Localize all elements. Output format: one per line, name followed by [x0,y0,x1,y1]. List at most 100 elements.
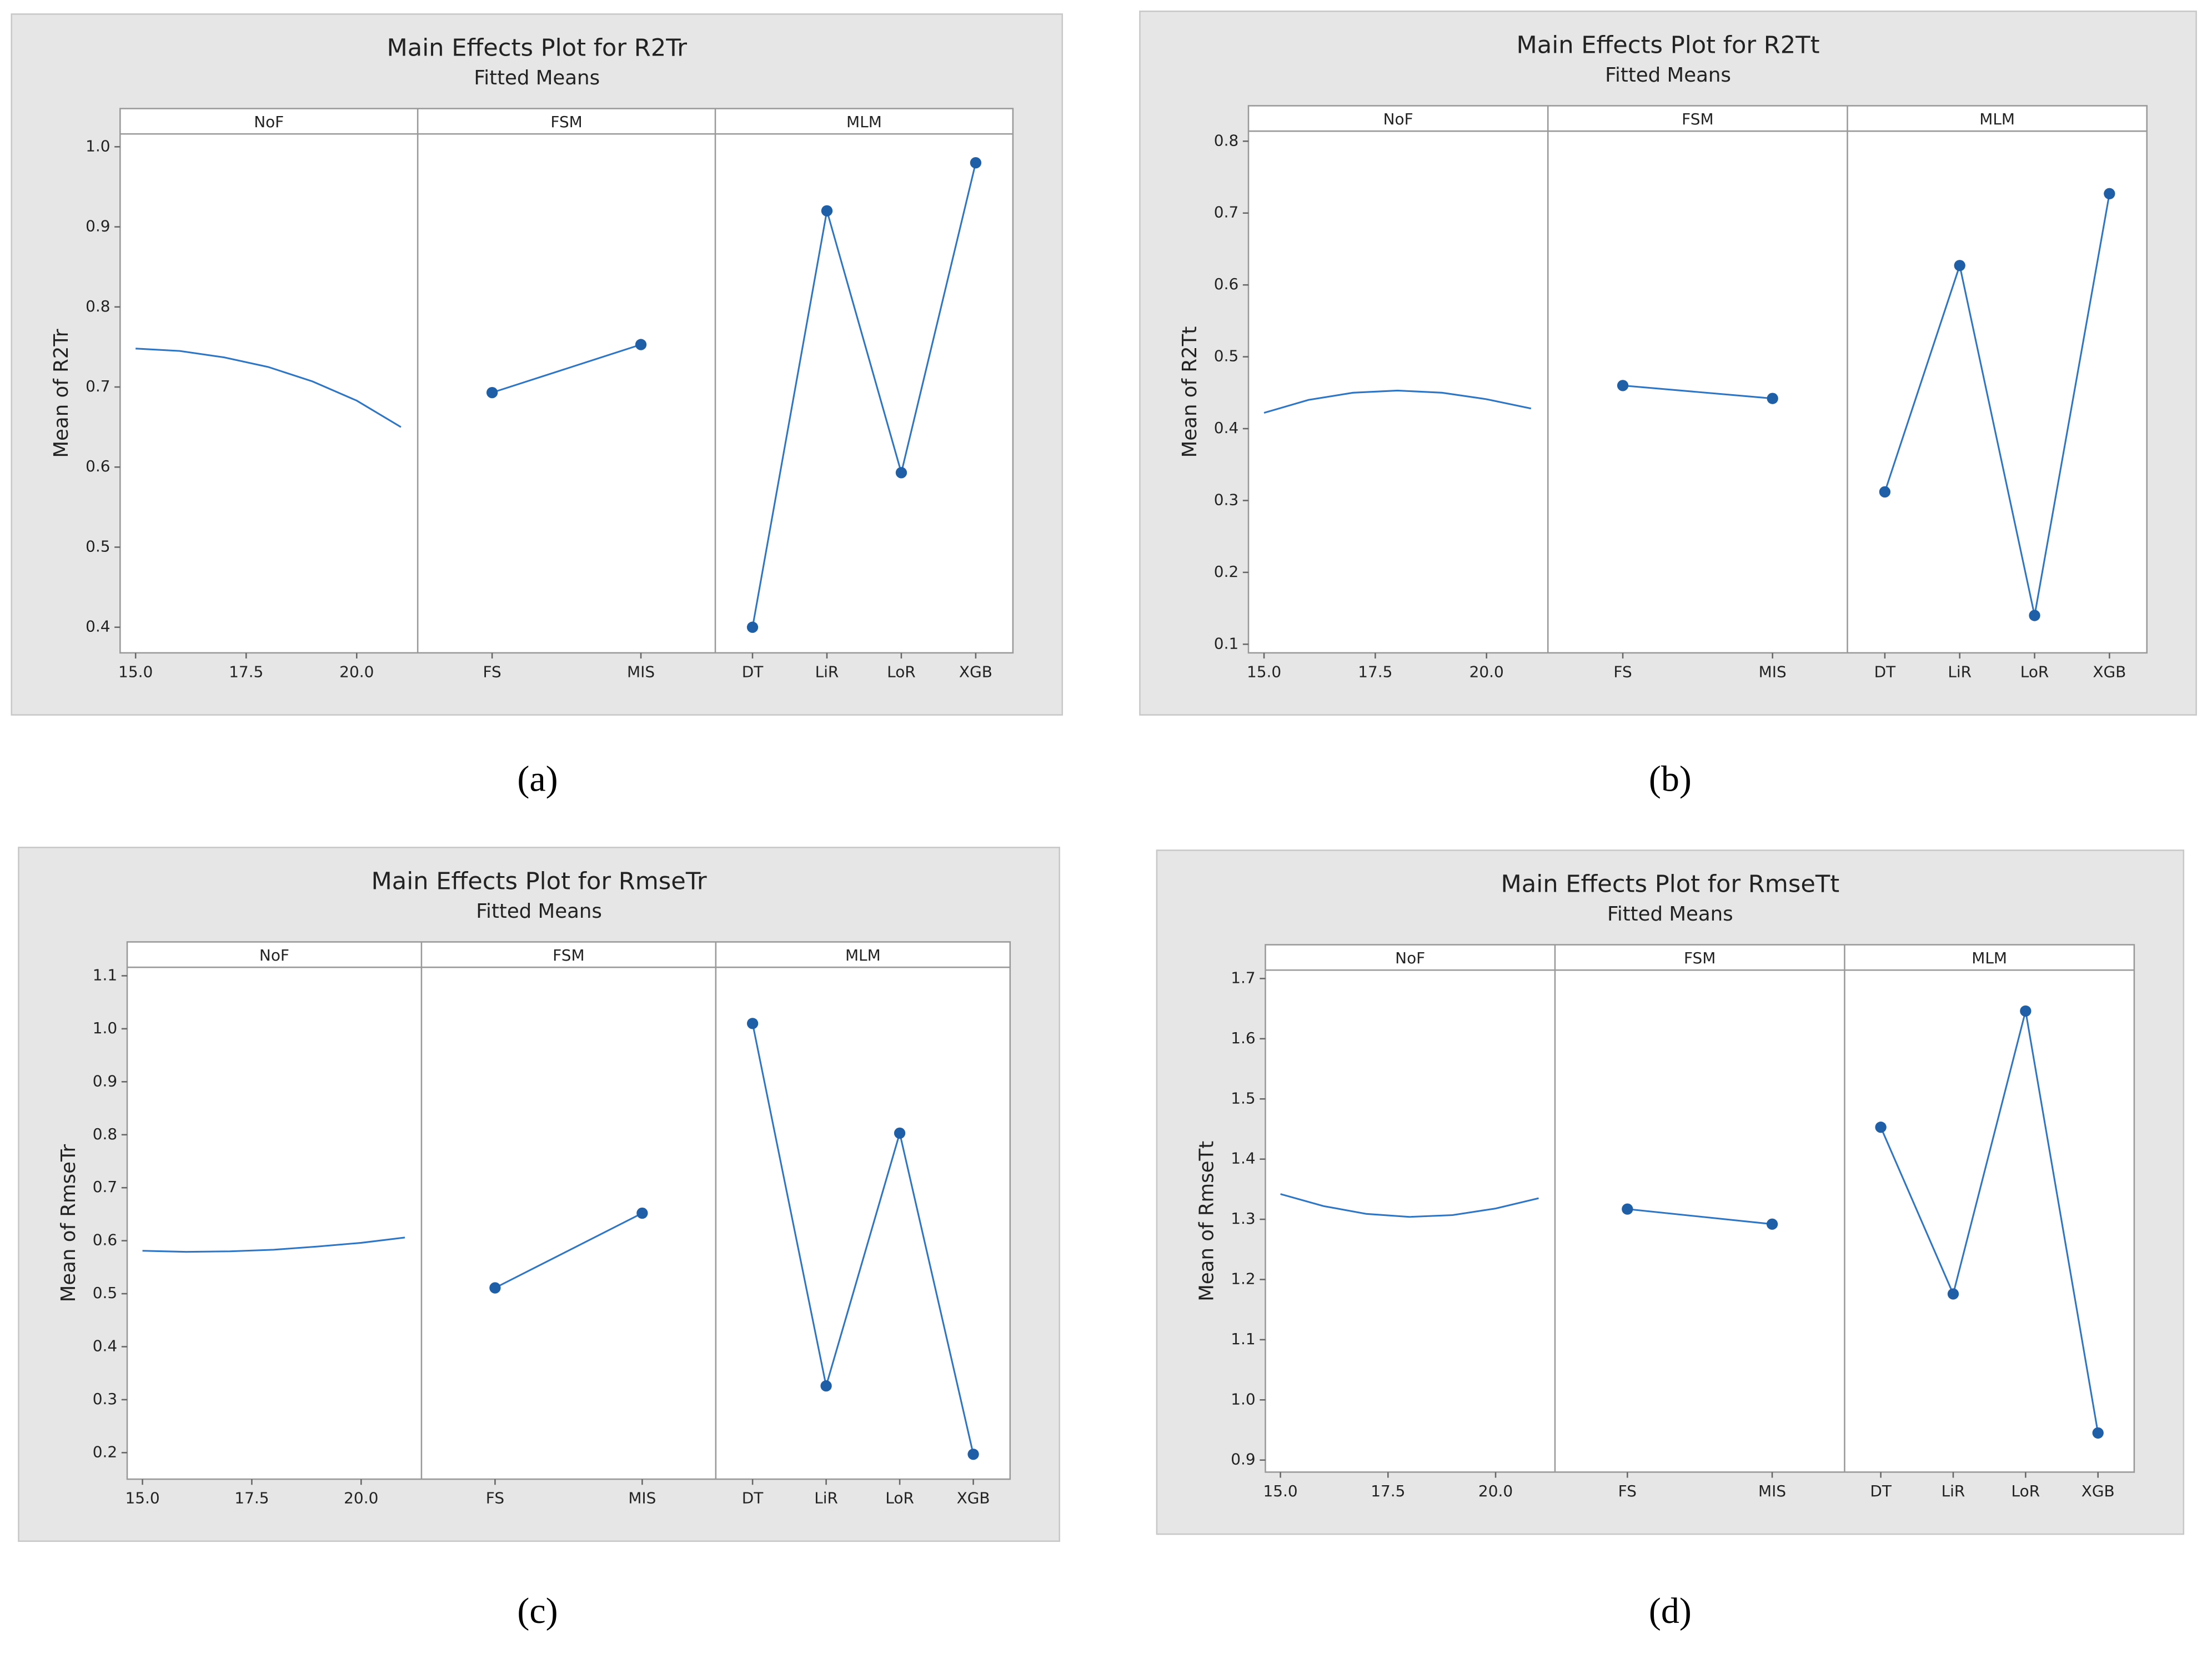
x-tick-label: XGB [2093,662,2126,681]
mean-point [2104,188,2115,199]
panel-label: FSM [1682,110,1713,128]
y-tick-label: 0.4 [86,617,110,636]
y-tick-label: 0.9 [1231,1450,1255,1469]
panel-label: MLM [1972,949,2007,967]
mean-point [970,157,982,169]
y-axis-label: Mean of R2Tr [50,329,73,458]
x-tick-label: XGB [959,662,992,681]
y-axis-label: Mean of RmseTr [57,1144,80,1302]
x-tick-label: FS [483,662,501,681]
x-tick-label: FS [1613,662,1632,681]
x-tick-label: 17.5 [234,1489,269,1507]
caption: (c) [517,1591,558,1631]
y-tick-label: 1.1 [1231,1330,1255,1348]
x-tick-label: DT [1870,1482,1892,1500]
caption: (a) [517,759,558,800]
means-line [1622,384,1773,400]
x-tick-label: 15.0 [125,1489,159,1507]
x-tick-label: MIS [1758,1482,1786,1500]
chart-title: Main Effects Plot for RmseTr [372,867,707,895]
x-tick-label: FS [486,1489,504,1507]
chart-title: Main Effects Plot for R2Tr [387,34,688,62]
y-tick-label: 0.6 [1214,275,1238,293]
panel-label: FSM [550,113,582,131]
y-tick-label: 1.0 [1231,1390,1255,1408]
mean-point [2092,1427,2104,1439]
fitted-curve [136,348,402,428]
mean-point [1954,260,1965,272]
mean-point [895,467,907,479]
x-tick-label: LoR [885,1489,914,1507]
means-line [751,162,977,627]
plot-area [1247,105,2148,654]
x-tick-label: 20.0 [339,662,374,681]
mean-point [821,205,833,217]
x-tick-label: 20.0 [1469,662,1504,681]
y-tick-label: 0.3 [93,1390,117,1408]
y-tick-label: 0.1 [1214,634,1238,652]
chart-title: Main Effects Plot for RmseTt [1501,870,1840,898]
y-tick-label: 0.7 [93,1178,117,1196]
means-line [1884,193,2110,616]
x-tick-label: LiR [814,1489,838,1507]
y-axis-label: Mean of R2Tt [1178,326,1201,458]
chart-subtitle: Fitted Means [1605,64,1731,87]
x-tick-label: DT [742,662,764,681]
x-tick-label: MIS [627,662,655,681]
y-tick-label: 0.8 [86,297,110,315]
x-tick-label: 17.5 [1371,1482,1405,1500]
plot-area [119,108,1014,654]
x-tick-label: MIS [628,1489,656,1507]
fitted-curve [1263,389,1532,414]
y-tick-label: 0.3 [1214,490,1238,509]
mean-point [1875,1122,1887,1133]
panel-label: NoF [1395,949,1425,967]
y-tick-label: 0.7 [1214,203,1238,222]
caption: (b) [1649,759,1692,800]
means-line [751,1023,975,1455]
means-line [1627,1208,1773,1225]
y-tick-label: 1.2 [1231,1269,1255,1288]
x-tick-label: LoR [887,662,916,681]
y-tick-label: 0.5 [86,537,110,555]
panel-label: MLM [846,113,882,131]
y-tick-label: 0.9 [86,217,110,235]
x-tick-label: 15.0 [1247,662,1281,681]
mean-point [1947,1288,1959,1300]
mean-point [2020,1005,2032,1017]
mean-point [820,1380,832,1392]
mean-point [1622,1203,1633,1215]
y-tick-label: 0.6 [93,1231,117,1249]
panel-label: NoF [259,946,289,964]
caption: (d) [1649,1591,1692,1631]
x-tick-label: DT [1874,662,1897,681]
y-tick-label: 1.0 [93,1019,117,1037]
x-tick-label: DT [742,1489,764,1507]
mean-point [489,1282,501,1294]
y-tick-label: 0.6 [86,457,110,475]
chart-title: Main Effects Plot for R2Tt [1517,31,1820,59]
y-tick-label: 0.7 [86,377,110,395]
chart-subtitle: Fitted Means [1607,903,1733,926]
x-tick-label: FS [1618,1482,1637,1500]
mean-point [636,1207,648,1219]
y-tick-label: 1.4 [1231,1149,1255,1168]
means-line [494,1212,643,1289]
x-tick-label: LiR [1948,662,1972,681]
y-tick-label: 1.7 [1231,968,1255,987]
mean-point [1766,1218,1778,1230]
x-tick-label: LoR [2020,662,2049,681]
mean-point [1767,393,1778,404]
x-tick-label: 15.0 [118,662,153,681]
chart-subtitle: Fitted Means [474,67,600,89]
y-tick-label: 0.9 [93,1072,117,1090]
y-tick-label: 1.1 [93,966,117,984]
mean-point [1879,486,1891,498]
x-tick-label: 20.0 [1478,1482,1513,1500]
x-tick-label: 15.0 [1263,1482,1298,1500]
panel-label: FSM [1684,949,1716,967]
y-tick-label: 0.4 [93,1337,117,1355]
x-tick-label: MIS [1759,662,1787,681]
x-tick-label: XGB [2081,1482,2115,1500]
